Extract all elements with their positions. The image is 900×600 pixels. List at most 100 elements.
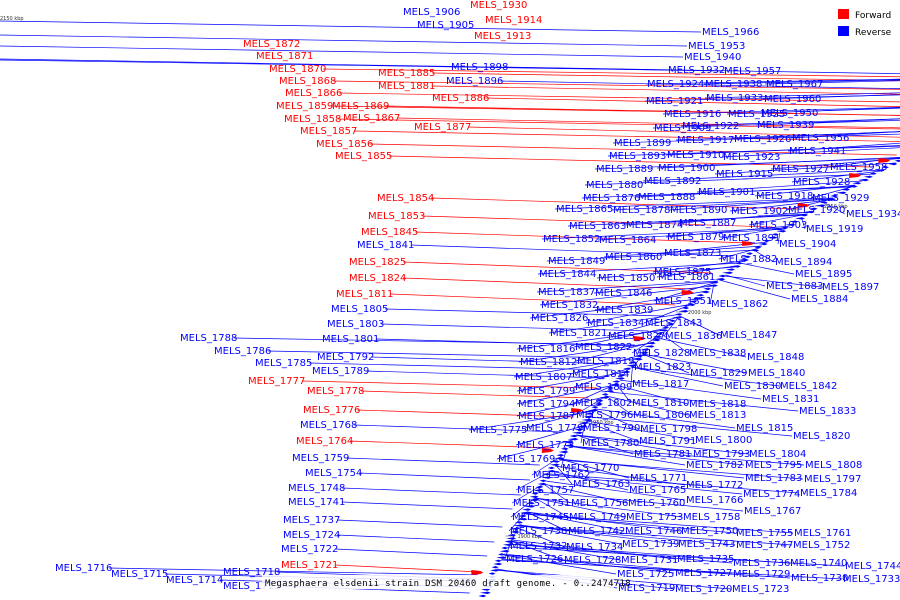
leader-line-reverse bbox=[656, 265, 737, 278]
gene-label-forward: MELS_1811 bbox=[336, 289, 393, 300]
gene-label-forward: MELS_1845 bbox=[361, 227, 418, 238]
leader-line-reverse bbox=[529, 298, 698, 319]
gene-label-reverse: MELS_1744 bbox=[845, 561, 900, 572]
leader-line-reverse bbox=[679, 315, 720, 336]
gene-label-reverse: MELS_1831 bbox=[762, 394, 819, 405]
legend-forward-swatch bbox=[838, 9, 849, 19]
leader-line-reverse bbox=[828, 157, 900, 168]
reverse-gene-feature bbox=[763, 239, 771, 242]
gene-label-reverse: MELS_1725 bbox=[617, 569, 674, 580]
leader-line-reverse bbox=[573, 327, 668, 348]
reverse-gene-feature bbox=[814, 204, 826, 207]
leader-line-reverse bbox=[510, 540, 564, 561]
leader-line-reverse bbox=[501, 559, 843, 580]
reverse-gene-feature bbox=[554, 457, 565, 460]
leader-line-reverse bbox=[606, 395, 689, 416]
gene-label-reverse: MELS_1918 bbox=[756, 191, 813, 202]
leader-line-reverse bbox=[534, 497, 626, 518]
leader-line-reverse bbox=[346, 457, 540, 466]
leader-line-reverse bbox=[729, 199, 830, 212]
leader-line-reverse bbox=[636, 185, 854, 198]
reverse-gene-feature bbox=[516, 518, 528, 521]
gene-label-reverse: MELS_1789 bbox=[312, 366, 369, 377]
gene-label-reverse: MELS_1800 bbox=[695, 435, 752, 446]
leader-line-reverse bbox=[573, 367, 631, 388]
gene-label-reverse: MELS_1770 bbox=[562, 463, 619, 474]
leader-line-reverse bbox=[709, 284, 714, 305]
reverse-gene-feature bbox=[626, 364, 638, 367]
reverse-gene-feature bbox=[857, 178, 869, 182]
leader-line-reverse bbox=[525, 513, 794, 534]
gene-label-reverse: MELS_1820 bbox=[793, 431, 850, 442]
gene-label-reverse: MELS_1729 bbox=[733, 569, 790, 580]
gene-label-reverse: MELS_1909 bbox=[654, 123, 711, 134]
gene-label-reverse: MELS_1899 bbox=[614, 138, 671, 149]
gene-label-forward: MELS_1858 bbox=[284, 114, 341, 125]
gene-label-reverse: MELS_1799 bbox=[518, 386, 575, 397]
reverse-gene-feature bbox=[598, 396, 609, 399]
reverse-gene-feature bbox=[706, 284, 718, 287]
leader-line-forward bbox=[333, 80, 900, 90]
reverse-gene-feature bbox=[875, 169, 885, 172]
gene-label-forward: MELS_1872 bbox=[243, 39, 300, 50]
forward-gene-feature bbox=[849, 173, 862, 178]
gene-label-reverse: MELS_1817 bbox=[632, 379, 689, 390]
reverse-gene-feature bbox=[604, 390, 615, 393]
reverse-gene-feature bbox=[496, 556, 507, 559]
leader-line-forward bbox=[354, 130, 900, 142]
gene-label-reverse: MELS_1739 bbox=[622, 539, 679, 550]
reverse-gene-feature bbox=[535, 486, 543, 489]
gene-label-forward: MELS_1866 bbox=[285, 88, 342, 99]
leader-line-reverse bbox=[721, 147, 900, 158]
gene-label-reverse: MELS_1802 bbox=[575, 398, 632, 409]
gene-label-reverse: MELS_1851 bbox=[655, 296, 712, 307]
gene-label-reverse: MELS_1733 bbox=[843, 574, 900, 585]
gene-label-reverse: MELS_1928 bbox=[793, 177, 850, 188]
leader-line-reverse bbox=[555, 465, 686, 486]
reverse-gene-feature bbox=[824, 198, 836, 201]
leader-line-reverse bbox=[503, 554, 617, 575]
gene-label-forward: MELS_1776 bbox=[303, 405, 360, 416]
reverse-gene-feature bbox=[675, 313, 683, 316]
gene-label-reverse: MELS_1847 bbox=[720, 330, 777, 341]
gene-label-reverse: MELS_1897 bbox=[822, 282, 879, 293]
gene-label-reverse: MELS_1751 bbox=[513, 498, 570, 509]
gene-label-reverse: MELS_1967 bbox=[766, 79, 823, 90]
leader-line-reverse bbox=[703, 79, 900, 85]
gene-label-reverse: MELS_1878 bbox=[613, 205, 670, 216]
gene-label-reverse: MELS_1740 bbox=[790, 558, 847, 569]
reverse-gene-feature bbox=[699, 290, 710, 294]
leader-line-reverse bbox=[573, 383, 617, 404]
leader-line-reverse bbox=[567, 214, 807, 227]
reverse-gene-feature bbox=[835, 191, 847, 194]
gene-label-reverse: MELS_1902 bbox=[731, 206, 788, 217]
map-caption: Megasphaera elsdenii strain DSM 20460 dr… bbox=[265, 579, 631, 589]
gene-label-reverse: MELS_1720 bbox=[675, 584, 732, 595]
reverse-gene-feature bbox=[643, 345, 655, 348]
gene-label-reverse: MELS_1827 bbox=[608, 331, 665, 342]
gene-label-reverse: MELS_1953 bbox=[688, 41, 745, 52]
gene-label-reverse: MELS_1814 bbox=[572, 369, 629, 380]
gene-label-reverse: MELS_1804 bbox=[749, 449, 806, 460]
reverse-gene-feature bbox=[606, 386, 614, 390]
gene-label-reverse: MELS_1884 bbox=[791, 294, 848, 305]
leader-line-reverse bbox=[576, 434, 693, 455]
reverse-gene-feature bbox=[685, 303, 696, 306]
reverse-gene-feature bbox=[567, 438, 579, 441]
leader-line-forward bbox=[431, 197, 800, 210]
gene-label-reverse: MELS_1889 bbox=[596, 164, 653, 175]
leader-line-reverse bbox=[531, 455, 562, 476]
leader-line-forward bbox=[468, 126, 900, 138]
leader-line-reverse bbox=[589, 416, 793, 437]
gene-label-reverse: MELS_1813 bbox=[689, 410, 746, 421]
reverse-gene-feature bbox=[746, 252, 754, 255]
reverse-gene-feature bbox=[894, 159, 900, 162]
gene-label-reverse: MELS_1922 bbox=[682, 121, 739, 132]
gene-label-reverse: MELS_1888 bbox=[638, 192, 695, 203]
gene-label-reverse: MELS_1761 bbox=[794, 528, 851, 539]
gene-label-forward: MELS_1885 bbox=[378, 68, 435, 79]
gene-label-reverse: MELS_1724 bbox=[283, 530, 340, 541]
legend-forward-label: Forward bbox=[855, 11, 891, 21]
leader-line-reverse bbox=[516, 384, 616, 405]
reverse-gene-feature bbox=[637, 351, 649, 354]
